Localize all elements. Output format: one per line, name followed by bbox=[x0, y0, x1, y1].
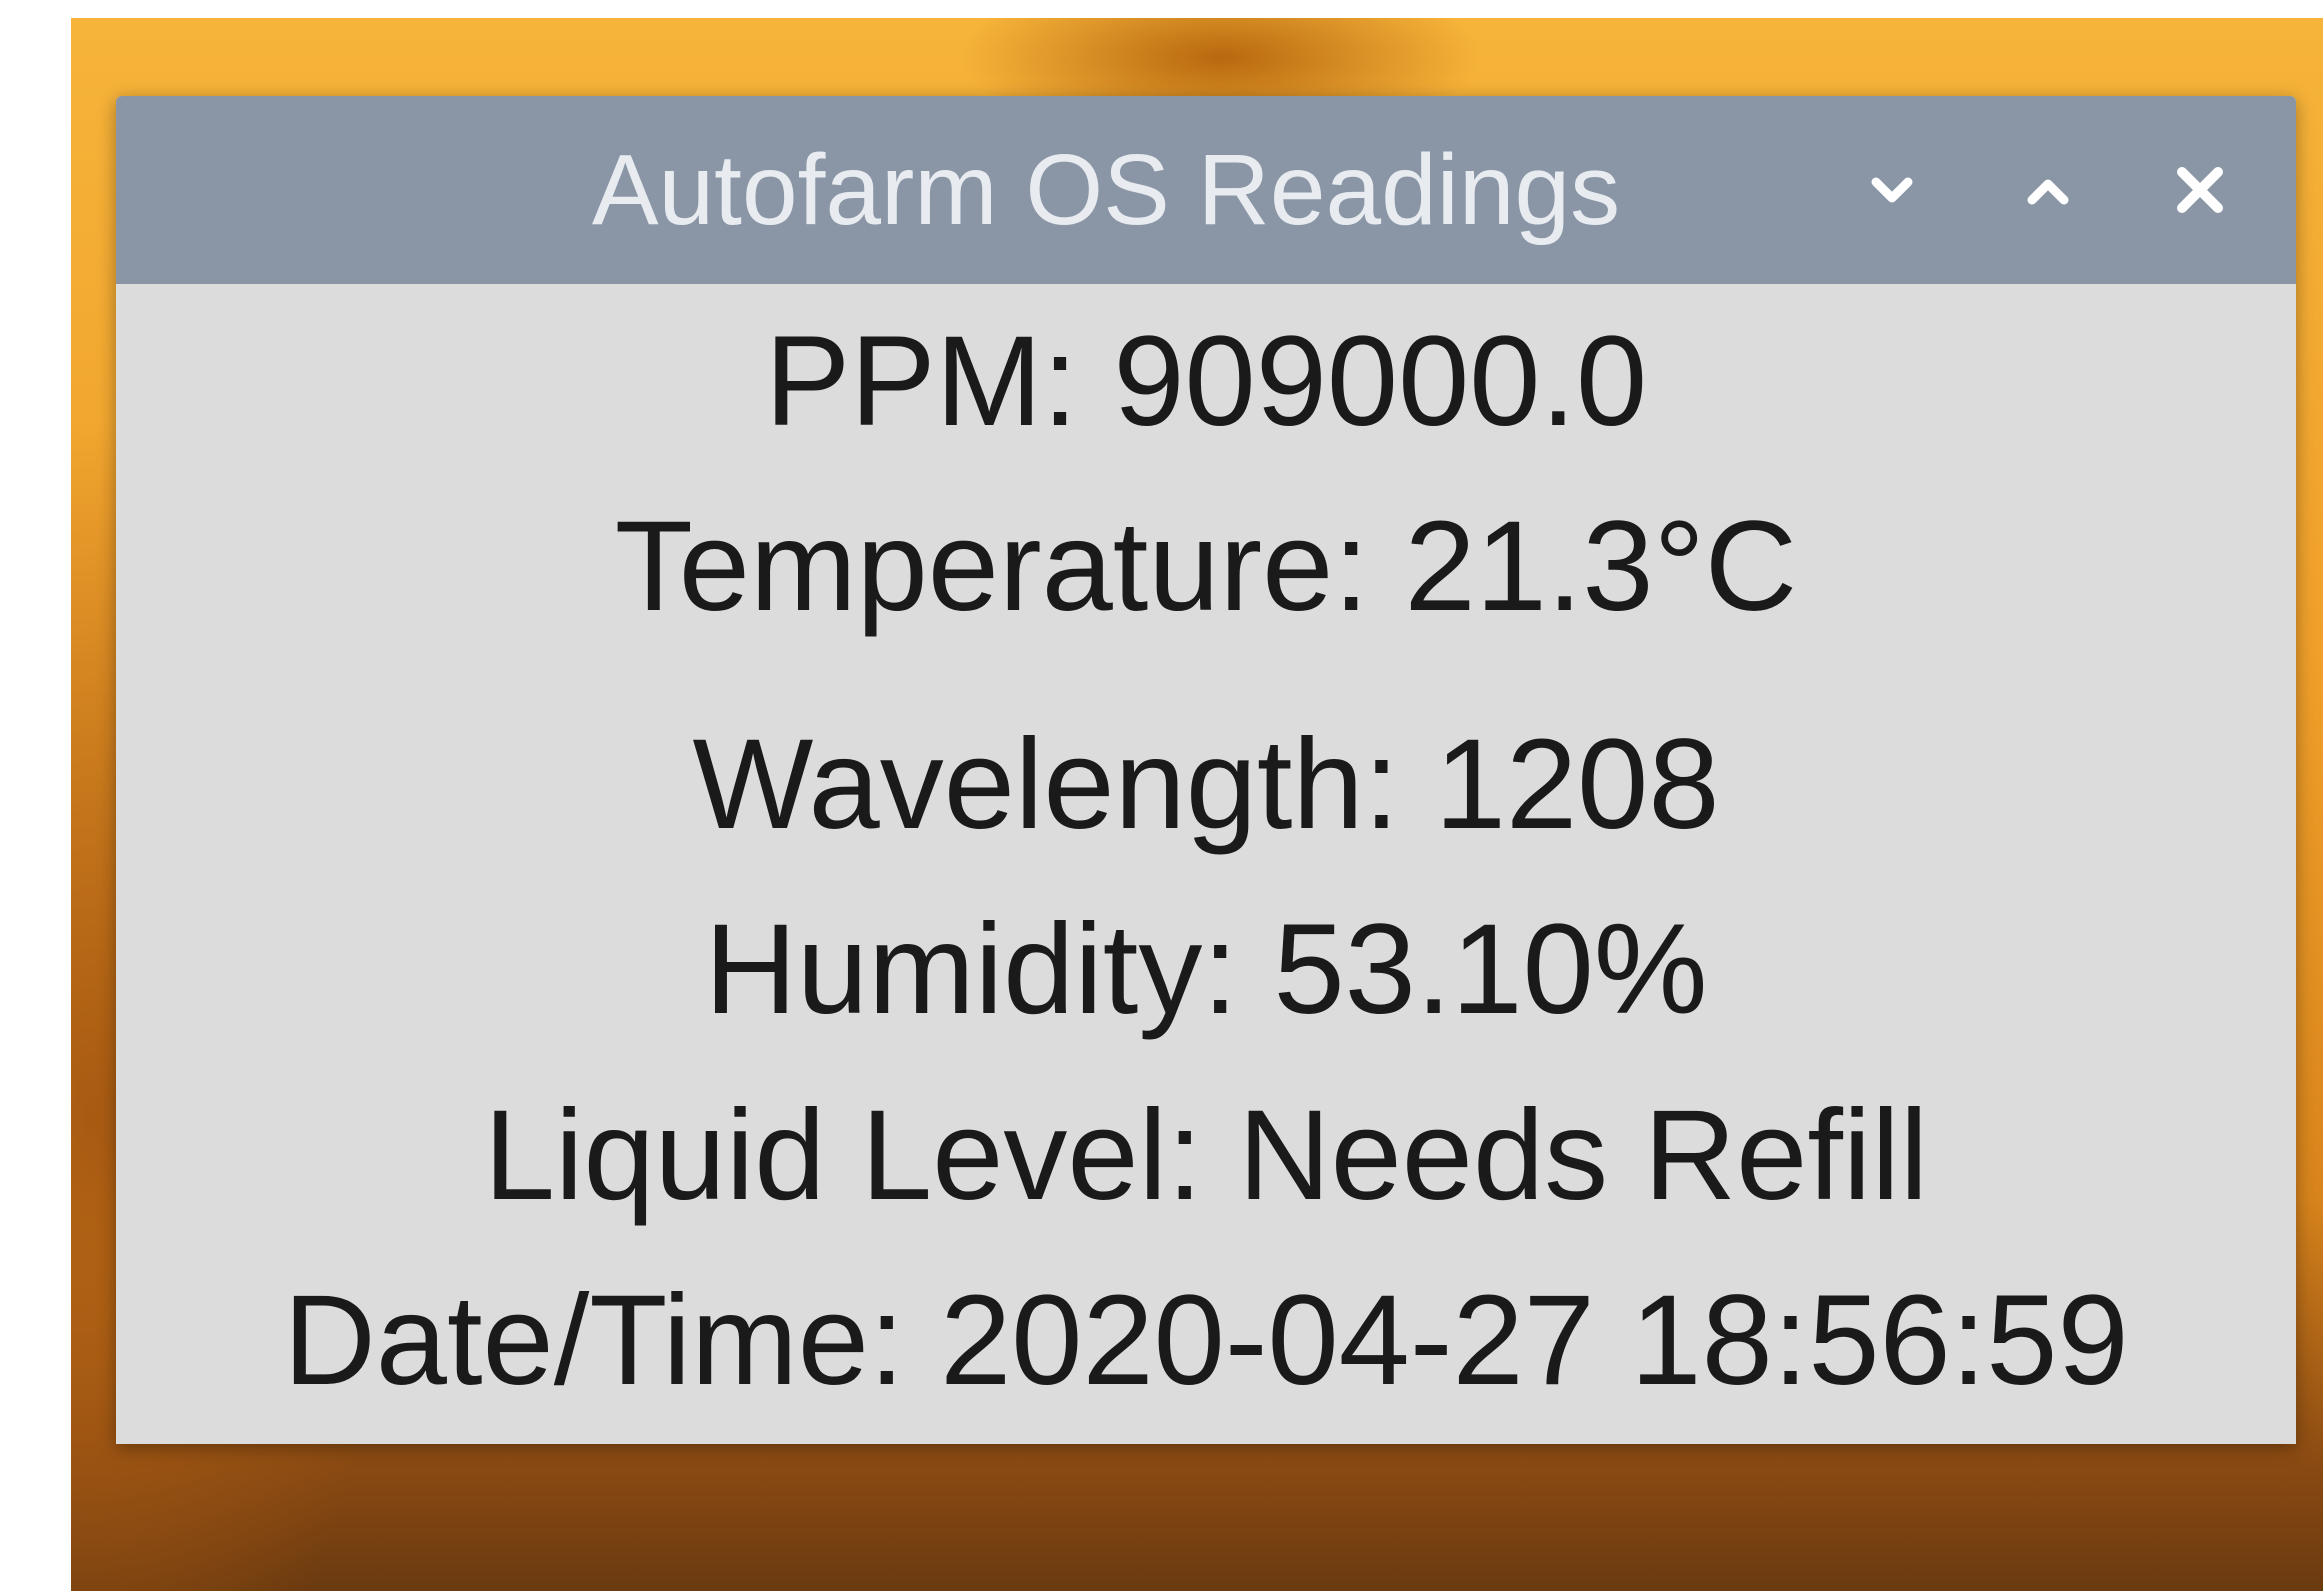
window: Autofarm OS Readings PPM: 909000.0 Temper… bbox=[116, 96, 2296, 1444]
reading-line: Wavelength: 1208 bbox=[692, 713, 1720, 856]
minimize-button[interactable] bbox=[1852, 150, 1932, 230]
close-button[interactable] bbox=[2160, 150, 2240, 230]
reading-line: PPM: 909000.0 bbox=[764, 310, 1648, 453]
reading-line: Temperature: 21.3°C bbox=[614, 495, 1798, 638]
reading-line: Liquid Level: Needs Refill bbox=[483, 1084, 1929, 1227]
window-title: Autofarm OS Readings bbox=[591, 134, 1621, 246]
title-bar: Autofarm OS Readings bbox=[116, 96, 2296, 284]
reading-line: Humidity: 53.10% bbox=[704, 898, 1708, 1041]
reading-line: Date/Time: 2020-04-27 18:56:59 bbox=[283, 1269, 2129, 1412]
maximize-button[interactable] bbox=[2008, 150, 2088, 230]
